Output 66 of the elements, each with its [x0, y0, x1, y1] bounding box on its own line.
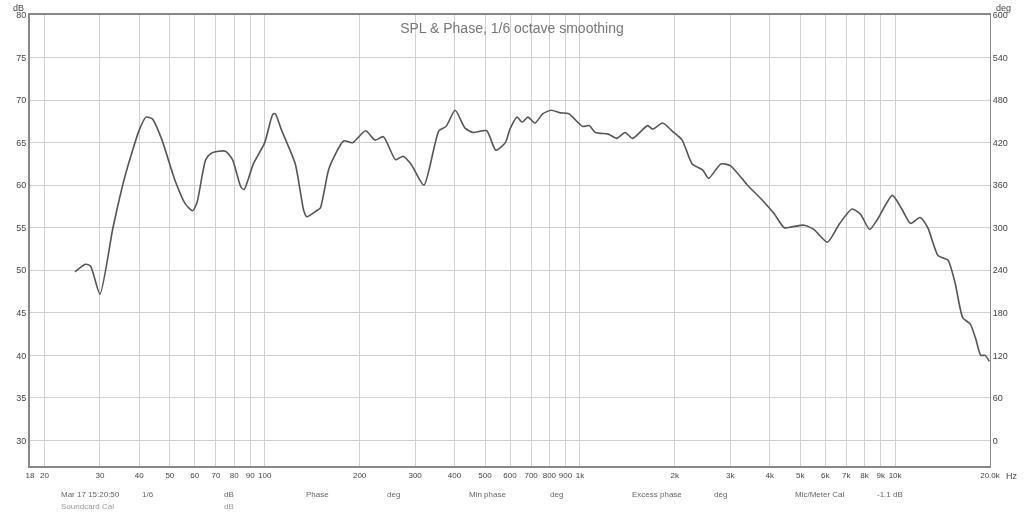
text: Mar 17 15:20:50 — [61, 490, 120, 499]
y2-axis-title: deg — [996, 3, 1012, 13]
x-tick-label: 600 — [503, 470, 518, 480]
x-tick-label: 400 — [447, 470, 462, 480]
x-tick-label: 70 — [211, 470, 221, 480]
x-tick-label: 4k — [765, 470, 775, 480]
y2-tick-label: 420 — [992, 137, 1008, 148]
x-tick-label: 40 — [134, 470, 145, 480]
y-tick-label: 30 — [16, 435, 27, 446]
x-tick-label: 1k — [575, 470, 586, 480]
text: Phase — [306, 490, 330, 499]
x-axis-title: Hz — [1006, 471, 1018, 481]
y-tick-label: 50 — [16, 265, 27, 276]
y2-tick-label: 60 — [992, 393, 1003, 404]
text: dB — [224, 490, 234, 499]
y2-tick-label: 0 — [992, 435, 998, 446]
text: deg — [550, 490, 564, 499]
y2-tick-label: 480 — [992, 95, 1008, 106]
chart-title: SPL & Phase, 1/6 octave smoothing — [400, 19, 624, 36]
y2-tick-label: 360 — [992, 180, 1008, 191]
text: Min phase — [469, 490, 507, 499]
y-tick-label: 60 — [16, 180, 27, 191]
x-tick-label: 20 — [39, 470, 50, 480]
x-tick-label: 3k — [726, 470, 736, 480]
x-tick-label: 900 — [558, 470, 573, 480]
x-tick-label: 5k — [796, 470, 806, 480]
x-tick-label: 8k — [860, 470, 870, 480]
y2-tick-label: 600 — [992, 10, 1008, 21]
x-tick-label: 700 — [524, 470, 539, 480]
x-tick-label: 200 — [352, 470, 367, 480]
x-tick-label: 10k — [888, 470, 903, 480]
y2-tick-label: 240 — [992, 265, 1008, 276]
x-tick-label: 500 — [478, 470, 493, 480]
y-tick-label: 55 — [16, 222, 27, 233]
y-tick-label: 65 — [16, 137, 27, 148]
y2-tick-label: 540 — [992, 52, 1008, 63]
x-tick-label: 2k — [670, 470, 681, 480]
text: dB — [224, 502, 234, 511]
x-tick-label: 300 — [408, 470, 423, 480]
text: deg — [387, 490, 401, 499]
text: Mic/Meter Cal — [795, 490, 845, 499]
x-tick-label: 100 — [258, 470, 272, 480]
x-tick-label: 6k — [820, 470, 831, 480]
y-tick-label: 40 — [16, 350, 27, 361]
x-tick-label: 7k — [842, 470, 852, 480]
y-tick-label: 45 — [16, 307, 27, 318]
text: Soundcard Cal — [61, 502, 115, 511]
x-tick-label: 30 — [95, 470, 105, 480]
text: Excess phase — [632, 490, 683, 499]
text: -1.1 dB — [877, 490, 903, 499]
y2-tick-label: 180 — [992, 307, 1008, 318]
y-tick-label: 75 — [16, 52, 27, 63]
x-tick-label: 90 — [245, 470, 256, 480]
x-tick-label: 18 — [25, 470, 35, 480]
x-tick-label: 50 — [165, 470, 175, 480]
y2-tick-label: 300 — [992, 222, 1008, 233]
text: 1/6 — [142, 490, 154, 499]
x-tick-label: 9k — [876, 470, 886, 480]
x-tick-label: 20.0k — [980, 470, 1001, 480]
y-tick-label: 35 — [16, 393, 27, 404]
y2-tick-label: 120 — [992, 350, 1008, 361]
y-tick-label: 70 — [16, 95, 27, 106]
x-tick-label: 80 — [229, 470, 240, 480]
x-tick-label: 60 — [190, 470, 200, 480]
text: deg — [714, 490, 728, 499]
x-tick-label: 800 — [542, 470, 557, 480]
